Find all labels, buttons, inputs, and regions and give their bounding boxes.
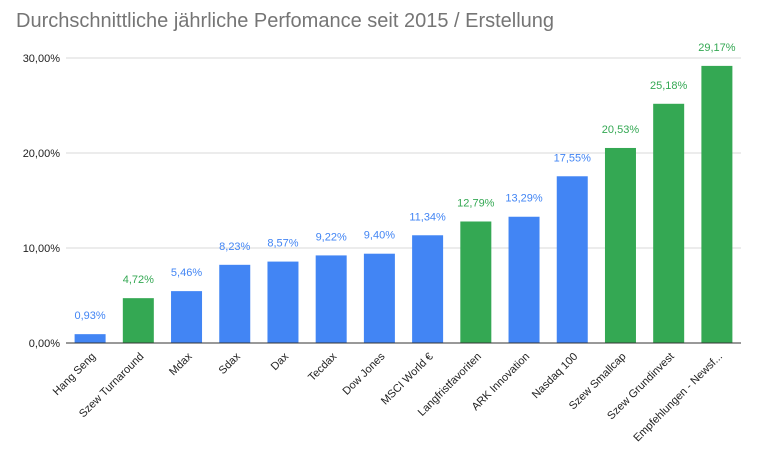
- value-label-2: 5,46%: [171, 267, 202, 279]
- value-label-10: 17,55%: [554, 152, 592, 164]
- value-label-9: 13,29%: [505, 193, 543, 205]
- value-label-5: 9,22%: [316, 231, 347, 243]
- chart-title: Durchschnittliche jährliche Perfomance s…: [16, 10, 555, 32]
- bar-7: [412, 235, 444, 343]
- category-label-4: Dax: [269, 350, 292, 373]
- bar-3: [219, 264, 251, 343]
- bar-12: [653, 103, 685, 343]
- bar-0: [74, 334, 106, 343]
- value-label-0: 0,93%: [75, 310, 106, 322]
- y-tick-label: 20,00%: [23, 148, 61, 160]
- category-label-6: Dow Jones: [341, 350, 388, 397]
- bar-4: [267, 261, 299, 343]
- category-label-5: Tecdax: [306, 350, 339, 383]
- gridlines: [66, 57, 741, 249]
- bars: [74, 65, 733, 343]
- bar-2: [171, 291, 203, 343]
- value-label-1: 4,72%: [123, 274, 154, 286]
- y-tick-label: 10,00%: [23, 243, 61, 255]
- value-label-7: 11,34%: [409, 211, 446, 223]
- bar-11: [604, 147, 636, 343]
- bar-9: [508, 216, 540, 343]
- category-label-3: Sdax: [217, 350, 244, 377]
- value-label-11: 20,53%: [602, 124, 640, 136]
- category-label-0: Hang Seng: [51, 351, 98, 398]
- bar-8: [460, 221, 492, 343]
- y-axis-ticks: 0,00% 10,00% 20,00% 30,00%: [23, 53, 61, 350]
- y-tick-label: 30,00%: [23, 53, 61, 65]
- category-label-13: Empfehlungen - Newsf...: [631, 351, 725, 445]
- value-label-6: 9,40%: [364, 230, 395, 242]
- category-label-2: Mdax: [167, 350, 195, 378]
- value-labels: 0,93% 4,72% 5,46% 8,23% 8,57% 9,22% 9,40% 11,34…: [75, 42, 736, 322]
- category-label-10: Nasdaq 100: [530, 351, 580, 401]
- value-label-4: 8,57%: [267, 238, 298, 250]
- bar-10: [556, 176, 588, 343]
- y-tick-label: 0,00%: [29, 338, 60, 350]
- bar-13: [701, 65, 733, 343]
- value-label-13: 29,17%: [698, 42, 736, 54]
- value-label-3: 8,23%: [219, 241, 250, 253]
- value-label-8: 12,79%: [457, 197, 495, 209]
- bar-6: [363, 253, 395, 343]
- value-label-12: 25,18%: [650, 80, 688, 92]
- bar-5: [315, 255, 347, 343]
- bar-1: [122, 298, 154, 343]
